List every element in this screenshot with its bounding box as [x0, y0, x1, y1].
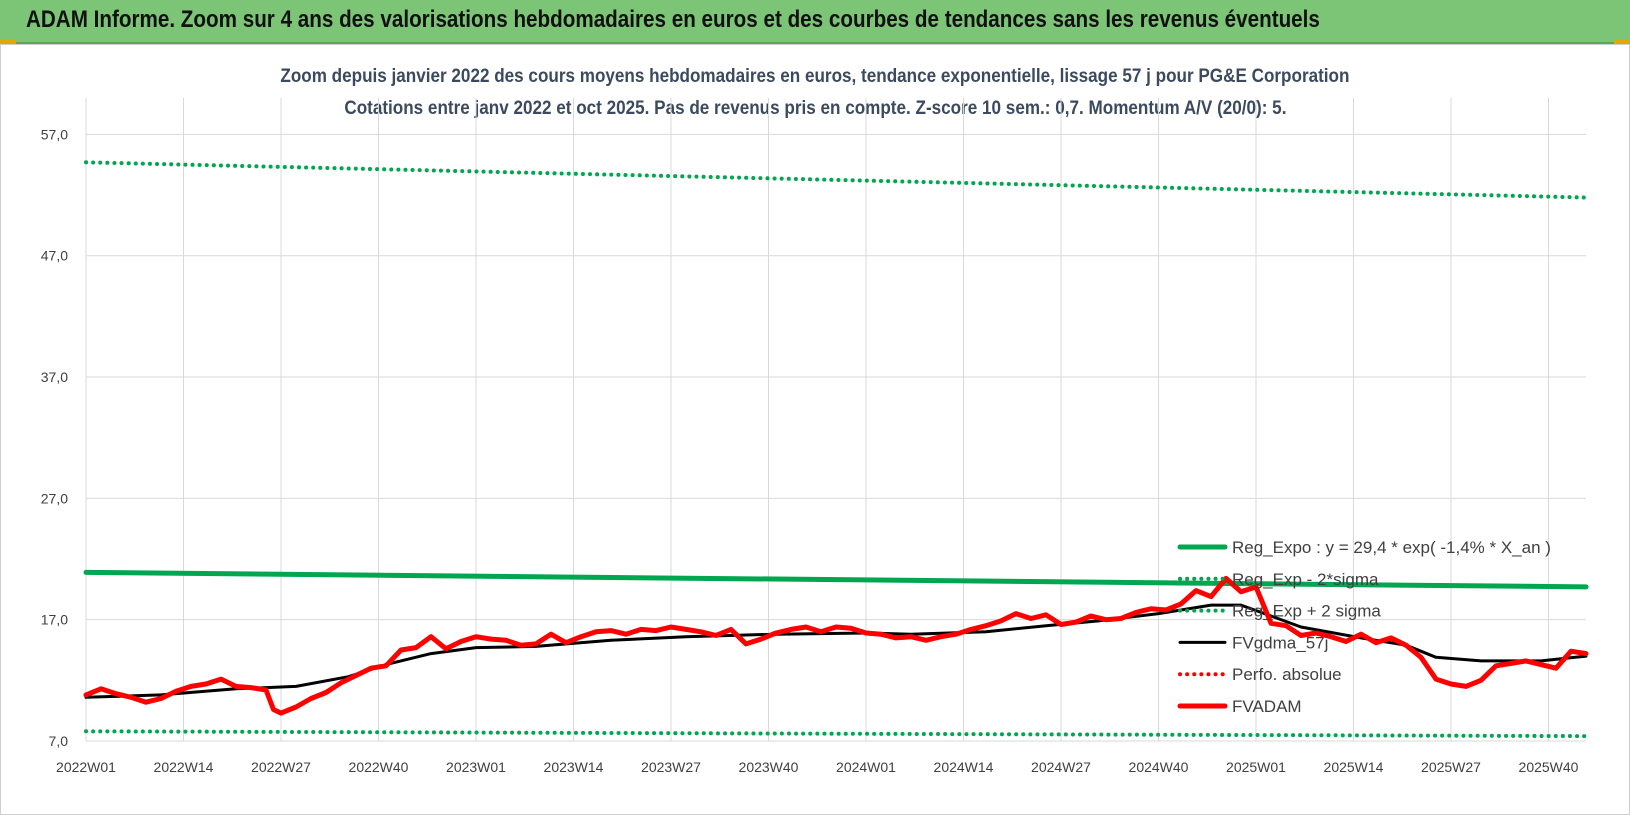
- chart-title: Zoom depuis janvier 2022 des cours moyen…: [0, 66, 1630, 88]
- y-tick-label: 47,0: [41, 248, 68, 264]
- legend-label-perfo-absolue-line: Perfo. absolue: [1232, 665, 1342, 684]
- x-tick-label: 2024W27: [1031, 759, 1091, 775]
- reg-exp-minus-2sigma-line: [84, 729, 1588, 739]
- x-tick-label: 2022W01: [56, 759, 116, 775]
- x-tick-label: 2023W40: [739, 759, 799, 775]
- chart-title-text: Zoom depuis janvier 2022 des cours moyen…: [280, 66, 1350, 87]
- legend-label-reg-expo-line: Reg_Expo : y = 29,4 * exp( -1,4% * X_an …: [1232, 538, 1551, 557]
- x-tick-label: 2023W14: [544, 759, 604, 775]
- fvadam-line: [83, 575, 1589, 716]
- y-tick-label: 37,0: [41, 369, 68, 385]
- y-tick-label: 27,0: [41, 490, 68, 506]
- x-tick-label: 2023W01: [446, 759, 506, 775]
- chart-subtitle: Cotations entre janv 2022 et oct 2025. P…: [0, 98, 1630, 120]
- x-tick-label: 2025W01: [1226, 759, 1286, 775]
- reg-exp-plus-2sigma-line: [84, 160, 1588, 200]
- x-tick-label: 2022W27: [251, 759, 311, 775]
- x-tick-label: 2022W14: [154, 759, 214, 775]
- banner-accent-right: [1614, 40, 1630, 44]
- legend-label-reg-exp-plus-2sigma-line: Reg_Exp + 2 sigma: [1232, 602, 1381, 621]
- header-banner: ADAM Informe. Zoom sur 4 ans des valoris…: [0, 0, 1630, 44]
- y-tick-label: 57,0: [41, 126, 68, 142]
- legend-label-fvadam-line: FVADAM: [1232, 697, 1302, 716]
- x-tick-label: 2022W40: [349, 759, 409, 775]
- x-tick-label: 2025W40: [1519, 759, 1579, 775]
- x-tick-label: 2024W40: [1129, 759, 1189, 775]
- x-tick-label: 2025W14: [1324, 759, 1384, 775]
- x-tick-label: 2024W14: [934, 759, 994, 775]
- y-tick-label: 17,0: [41, 612, 68, 628]
- legend-label-reg-exp-minus-2sigma-line: Reg_Exp - 2*sigma: [1232, 570, 1379, 589]
- reg-expo-line: [83, 569, 1589, 590]
- x-tick-label: 2024W01: [836, 759, 896, 775]
- legend-label-fvgdma-57j-line: FVgdma_57j: [1232, 633, 1328, 652]
- x-tick-label: 2025W27: [1421, 759, 1481, 775]
- banner-accent-left: [0, 40, 16, 44]
- x-tick-label: 2023W27: [641, 759, 701, 775]
- y-tick-label: 7,0: [49, 733, 69, 749]
- report-title: ADAM Informe. Zoom sur 4 ans des valoris…: [26, 6, 1320, 33]
- chart-subtitle-text: Cotations entre janv 2022 et oct 2025. P…: [343, 98, 1287, 119]
